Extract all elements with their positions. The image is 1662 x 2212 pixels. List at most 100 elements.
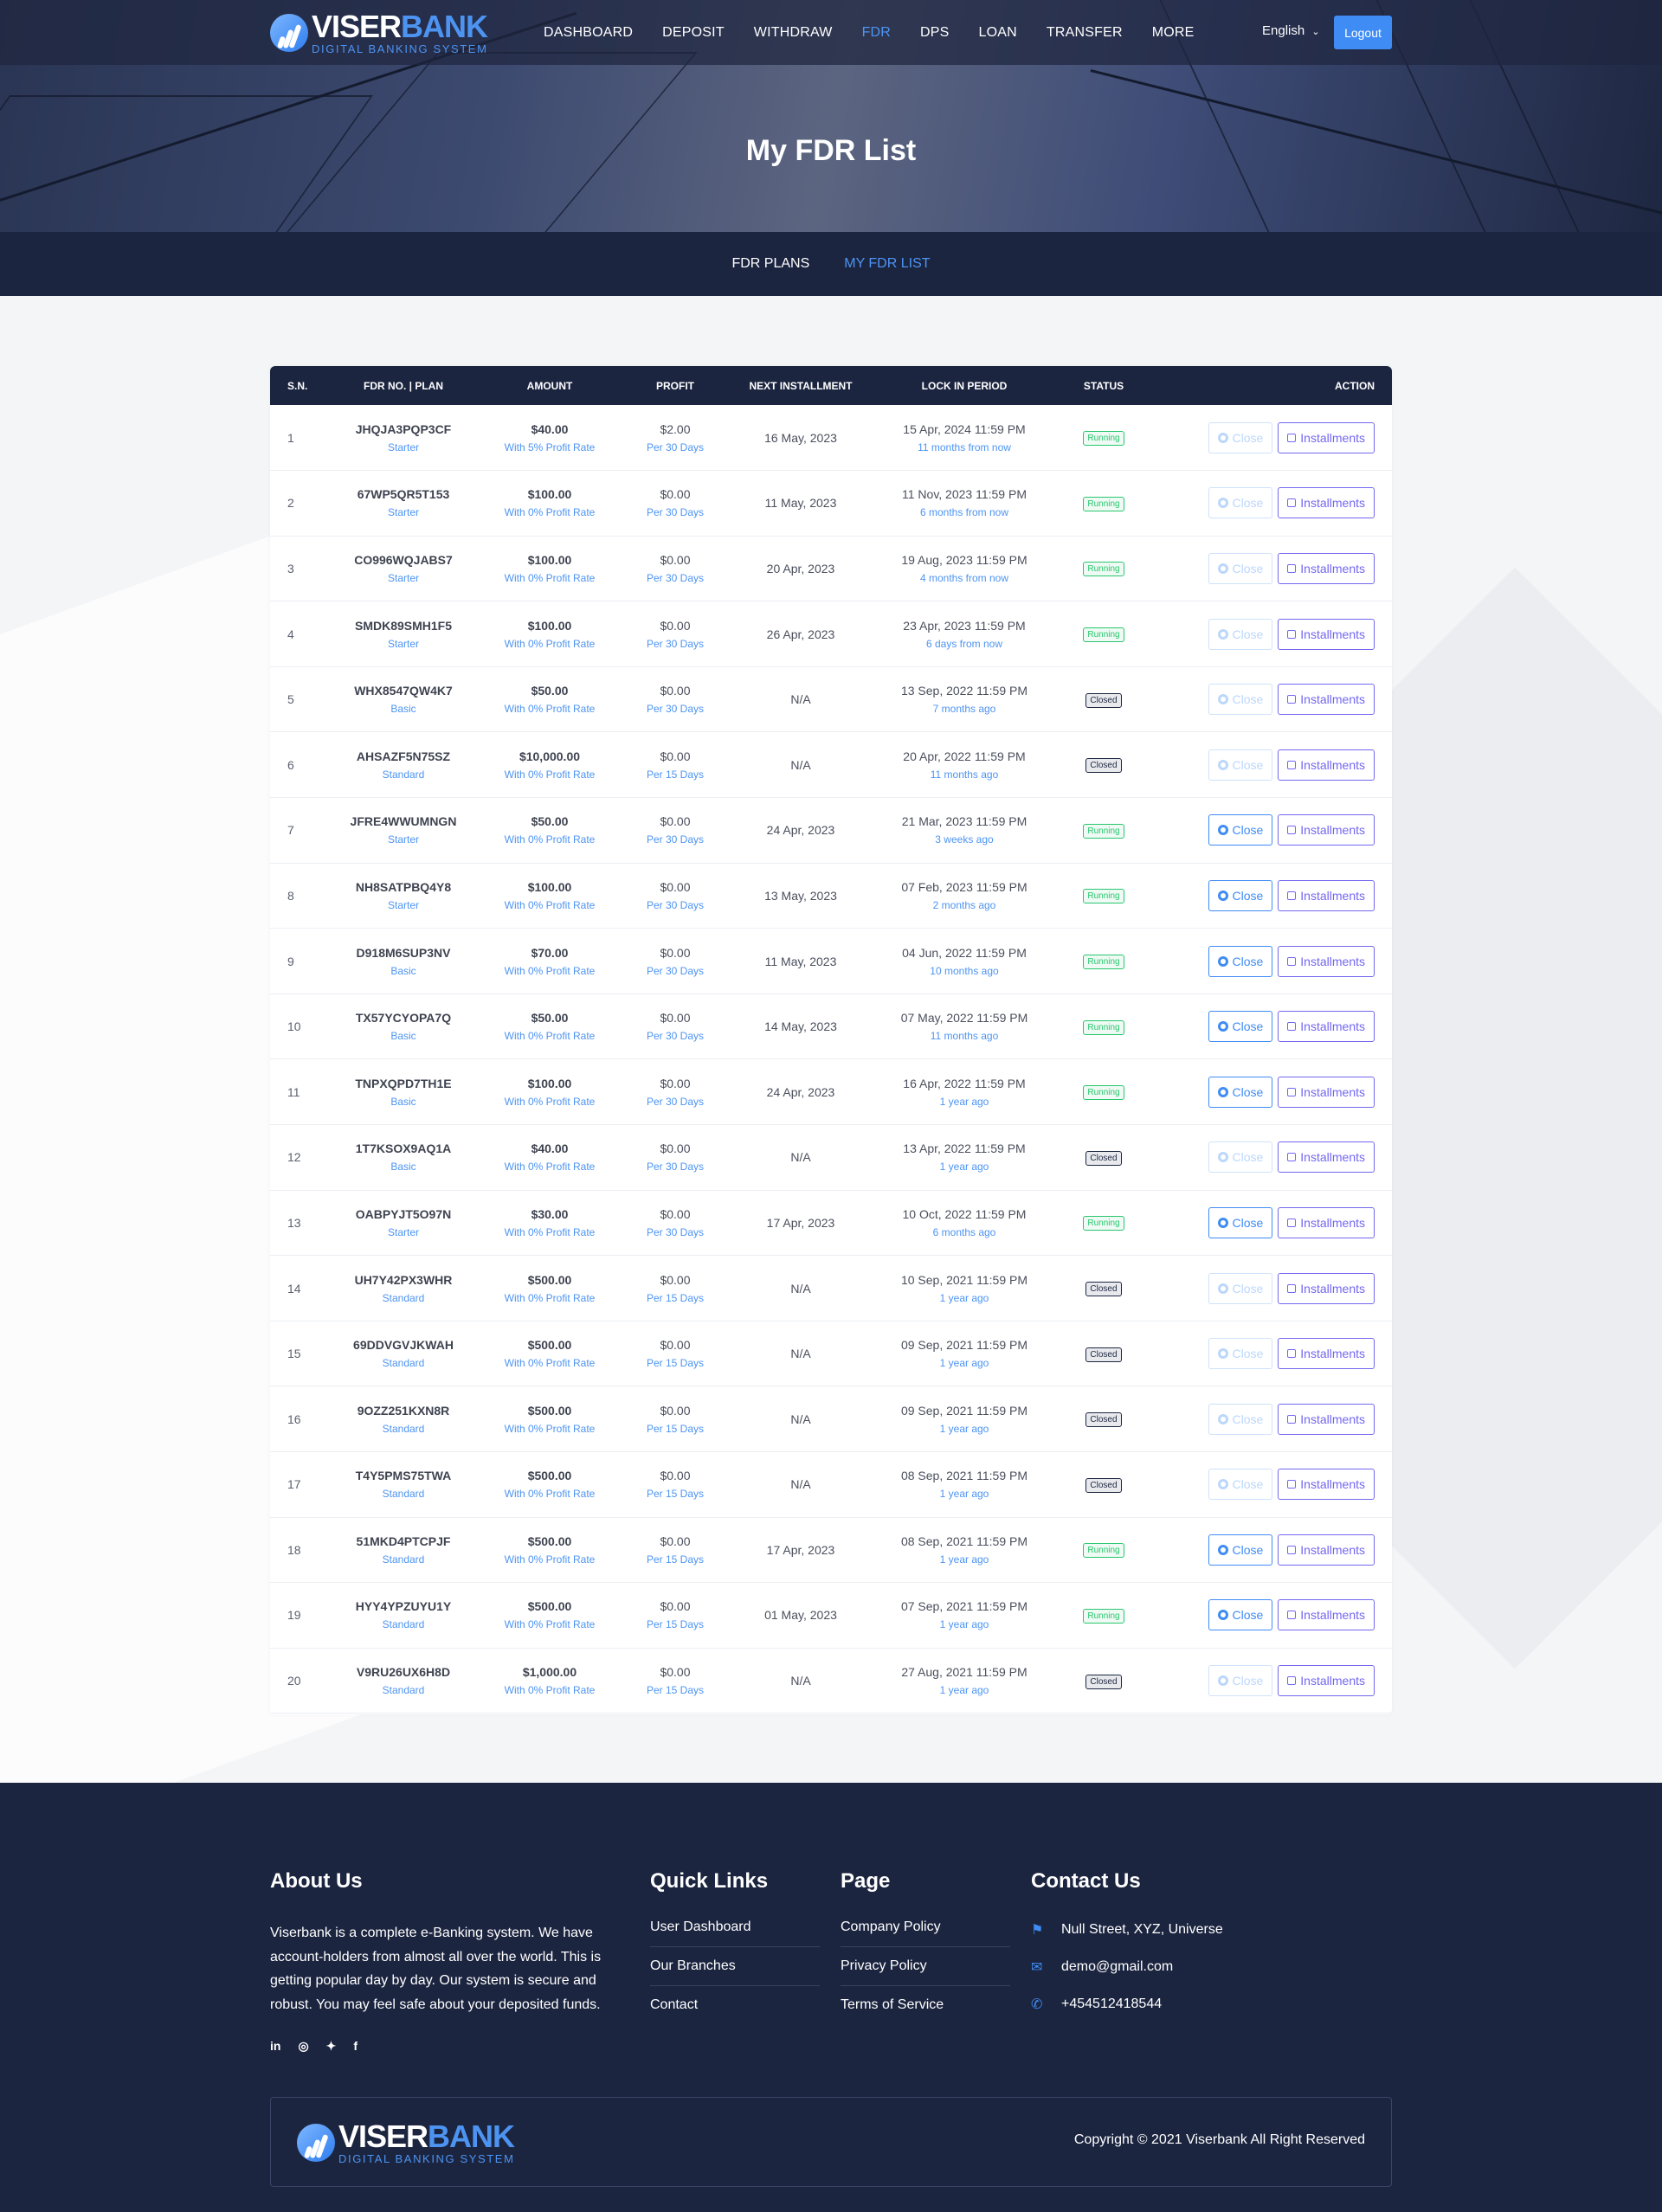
plan-name: Standard (382, 1553, 425, 1566)
installments-button[interactable]: Installments (1278, 1534, 1375, 1566)
facebook-icon[interactable]: f (353, 2039, 358, 2053)
brand-logo[interactable]: VISERBANK DIGITAL BANKING SYSTEM (270, 11, 488, 55)
close-fdr-button[interactable]: Close (1208, 879, 1273, 911)
plan-name: Basic (390, 1095, 416, 1108)
lock-in-relative: 6 months from now (919, 506, 1009, 519)
lock-in-relative: 6 days from now (925, 637, 1003, 650)
brand-name-part1: VISER (338, 2119, 428, 2154)
installments-button[interactable]: Installments (1278, 1338, 1375, 1370)
installments-label: Installments (1300, 1674, 1365, 1688)
installments-button[interactable]: Installments (1278, 552, 1375, 584)
installments-label: Installments (1300, 692, 1365, 707)
table-row: 14 UH7Y42PX3WHR Standard $500.00 With 0% Pro… (270, 1255, 1392, 1321)
language-select[interactable]: English ⌄ (1262, 23, 1320, 38)
installments-button[interactable]: Installments (1278, 1206, 1375, 1238)
installments-button[interactable]: Installments (1278, 1599, 1375, 1631)
contact-phone-text[interactable]: +454512418544 (1061, 1997, 1163, 2011)
installments-button[interactable]: Installments (1278, 487, 1375, 519)
footer-link-privacy-policy[interactable]: Privacy Policy (841, 1958, 1010, 1986)
amount-value: $70.00 (531, 945, 569, 960)
profit-rate: With 0% Profit Rate (504, 1553, 596, 1566)
cell-profit: $0.00 Per 30 Days (623, 1058, 727, 1126)
close-fdr-button[interactable]: Close (1208, 945, 1273, 977)
close-fdr-button[interactable]: Close (1208, 1534, 1273, 1566)
calendar-icon (1287, 1480, 1297, 1489)
footer-link-our-branches[interactable]: Our Branches (650, 1958, 820, 1986)
instagram-icon[interactable]: ◎ (298, 2039, 309, 2053)
cell-lock-in-period: 16 Apr, 2022 11:59 PM 1 year ago (874, 1058, 1054, 1126)
installments-button[interactable]: Installments (1278, 618, 1375, 650)
installments-button[interactable]: Installments (1278, 1469, 1375, 1501)
stop-circle-icon (1217, 1086, 1228, 1097)
installments-button[interactable]: Installments (1278, 945, 1375, 977)
status-badge: Running (1083, 1543, 1124, 1559)
nav-item-fdr[interactable]: FDR (861, 24, 892, 40)
nav-item-more[interactable]: MORE (1151, 24, 1195, 40)
status-badge: Closed (1085, 1282, 1122, 1297)
close-fdr-button[interactable]: Close (1208, 1206, 1273, 1238)
installments-button[interactable]: Installments (1278, 421, 1375, 453)
cell-action: Close Installments (1153, 863, 1392, 929)
twitter-icon[interactable]: ✦ (325, 2039, 337, 2053)
close-fdr-button: Close (1208, 1665, 1273, 1697)
close-fdr-button[interactable]: Close (1208, 1076, 1273, 1108)
installments-button[interactable]: Installments (1278, 684, 1375, 716)
installments-button[interactable]: Installments (1278, 1403, 1375, 1435)
table-row: 3 CO996WQJABS7 Starter $100.00 With 0% Profi… (270, 536, 1392, 602)
lock-in-relative: 1 year ago (939, 1422, 989, 1435)
cell-sn: 12 (270, 1124, 331, 1191)
amount-value: $100.00 (527, 487, 572, 502)
installments-button[interactable]: Installments (1278, 1076, 1375, 1108)
linkedin-icon[interactable]: in (270, 2039, 281, 2053)
close-fdr-button[interactable]: Close (1208, 1599, 1273, 1631)
close-label: Close (1232, 1608, 1264, 1623)
installments-button[interactable]: Installments (1278, 1665, 1375, 1697)
stop-circle-icon (1217, 1544, 1228, 1555)
close-fdr-button[interactable]: Close (1208, 814, 1273, 846)
lock-in-date: 20 Apr, 2022 11:59 PM (903, 749, 1026, 763)
nav-item-deposit[interactable]: DEPOSIT (662, 24, 725, 40)
tab-my-fdr-list[interactable]: MY FDR LIST (844, 256, 931, 271)
stop-circle-icon (1217, 628, 1228, 640)
lock-in-relative: 11 months from now (918, 440, 1011, 453)
nav-item-dps[interactable]: DPS (920, 24, 950, 40)
logout-button[interactable]: Logout (1334, 16, 1392, 49)
installments-button[interactable]: Installments (1278, 1141, 1375, 1174)
cell-amount: $500.00 With 0% Profit Rate (476, 1255, 623, 1321)
cell-status: Running (1054, 1582, 1153, 1649)
close-fdr-button[interactable]: Close (1208, 1011, 1273, 1043)
footer-link-user-dashboard[interactable]: User Dashboard (650, 1919, 820, 1947)
footer-logo[interactable]: VISERBANK DIGITAL BANKING SYSTEM (297, 2119, 515, 2164)
tab-fdr-plans[interactable]: FDR PLANS (731, 256, 810, 271)
nav-item-withdraw[interactable]: WITHDRAW (753, 24, 833, 40)
col-header-profit: PROFIT (656, 379, 694, 392)
profit-period: Per 30 Days (646, 1030, 705, 1043)
next-installment-date: 20 Apr, 2023 (766, 561, 835, 576)
profit-period: Per 30 Days (646, 506, 705, 519)
cell-profit: $0.00 Per 15 Days (623, 1517, 727, 1584)
contact-address: ⚑ Null Street, XYZ, Universe (1031, 1921, 1223, 1939)
cell-lock-in-period: 27 Aug, 2021 11:59 PM 1 year ago (874, 1648, 1054, 1714)
installments-button[interactable]: Installments (1278, 749, 1375, 781)
cell-action: Close Installments (1153, 1451, 1392, 1518)
footer-link-terms-of-service[interactable]: Terms of Service (841, 1997, 944, 2012)
cell-amount: $100.00 With 0% Profit Rate (476, 536, 623, 602)
footer-page-title: Page (841, 1869, 891, 1893)
table-row: 12 1T7KSOX9AQ1A Basic $40.00 With 0% Profit … (270, 1124, 1392, 1191)
profit-rate: With 0% Profit Rate (504, 1095, 596, 1108)
nav-item-loan[interactable]: LOAN (978, 24, 1017, 40)
cell-fdr-plan: D918M6SUP3NV Basic (331, 928, 476, 994)
close-label: Close (1232, 561, 1264, 576)
nav-item-transfer[interactable]: TRANSFER (1046, 24, 1123, 40)
installments-button[interactable]: Installments (1278, 1011, 1375, 1043)
nav-item-dashboard[interactable]: DASHBOARD (544, 24, 634, 40)
status-badge: Closed (1085, 1477, 1122, 1493)
installments-button[interactable]: Installments (1278, 814, 1375, 846)
table-row: 20 V9RU26UX6H8D Standard $1,000.00 With 0% P… (270, 1648, 1392, 1714)
footer-link-company-policy[interactable]: Company Policy (841, 1919, 1010, 1947)
contact-email-text[interactable]: demo@gmail.com (1061, 1959, 1174, 1974)
installments-button[interactable]: Installments (1278, 1272, 1375, 1304)
social-links: in ◎ ✦ f (270, 2039, 616, 2054)
installments-button[interactable]: Installments (1278, 879, 1375, 911)
footer-link-contact[interactable]: Contact (650, 1997, 699, 2012)
